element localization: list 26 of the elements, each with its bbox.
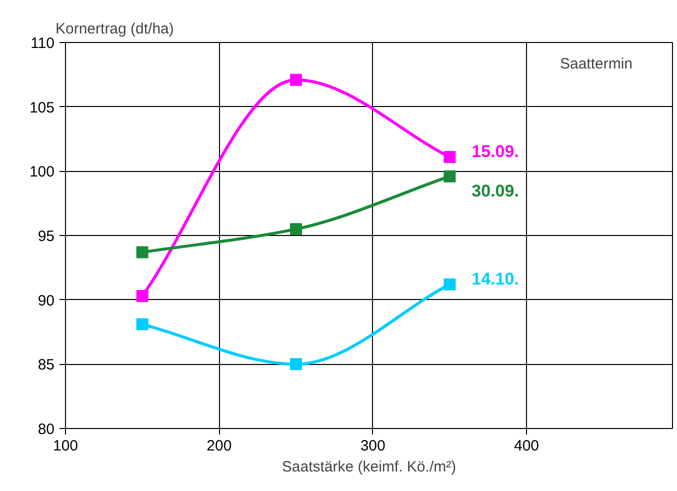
point bbox=[444, 170, 456, 182]
x-tick-label: 200 bbox=[206, 438, 232, 454]
y-tick-label: 100 bbox=[29, 164, 55, 181]
point bbox=[136, 290, 148, 302]
point bbox=[136, 318, 148, 330]
point bbox=[444, 151, 456, 164]
y-tick-label: 85 bbox=[38, 356, 55, 374]
y-tick-label: 80 bbox=[38, 421, 55, 438]
series-label: 14.10. bbox=[472, 269, 519, 288]
y-axis-title: Kornertrag (dt/ha) bbox=[56, 20, 174, 38]
x-axis-title: Saatstärke (keimf. Kö./m²) bbox=[282, 458, 456, 476]
point bbox=[136, 246, 148, 258]
point bbox=[290, 74, 302, 86]
point bbox=[444, 278, 456, 290]
series-label: 30.09. bbox=[472, 181, 519, 200]
point bbox=[290, 358, 302, 370]
legend-title: Saattermin bbox=[560, 56, 633, 72]
y-tick-label: 95 bbox=[38, 228, 55, 245]
x-tick-label: 300 bbox=[360, 438, 386, 454]
y-tick-label: 90 bbox=[38, 292, 55, 310]
y-tick-label: 110 bbox=[30, 35, 55, 52]
x-tick-label: 400 bbox=[514, 438, 540, 454]
y-tick-label: 105 bbox=[29, 99, 55, 116]
series-label: 15.09. bbox=[472, 142, 519, 162]
x-tick-label: 100 bbox=[52, 438, 78, 454]
point bbox=[290, 223, 302, 236]
